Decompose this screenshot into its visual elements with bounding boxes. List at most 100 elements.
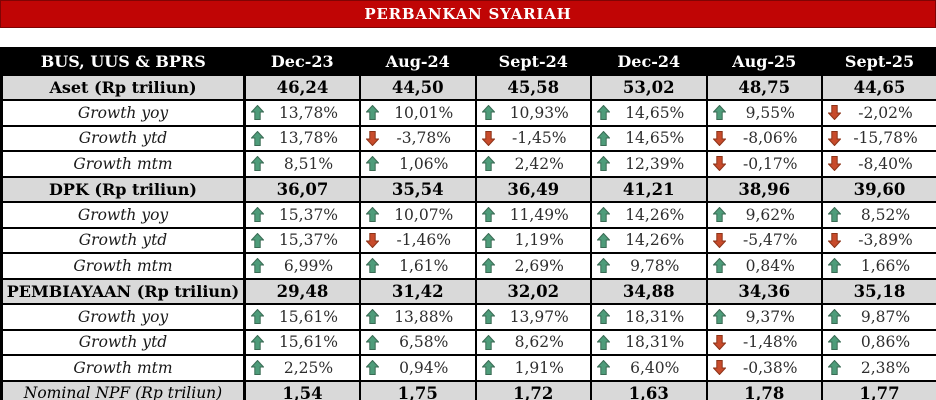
row-label: Growth yoy	[0, 303, 246, 331]
growth-value: -0,38%	[743, 358, 798, 377]
growth-cell: 8,62%	[474, 328, 592, 356]
growth-cell-content: 10,07%	[362, 204, 474, 226]
page-title: PERBANKAN SYARIAH	[364, 5, 572, 23]
value-cell: 1,75	[359, 379, 477, 400]
table-row-npf_nominal: Nominal NPF (Rp triliun) 1,54 1,75 1,72 1,63…	[0, 379, 936, 400]
column-header-aug-24: Aug-24	[359, 47, 477, 76]
growth-cell-content: 15,37%	[246, 229, 358, 251]
growth-cell: -0,38%	[705, 354, 823, 382]
growth-value: 1,66%	[860, 256, 911, 275]
row-label: Growth mtm	[0, 150, 246, 178]
growth-cell-content: 1,19%	[477, 229, 589, 251]
up-arrow-icon	[366, 105, 379, 121]
growth-value: -3,89%	[858, 231, 913, 250]
up-arrow-icon	[251, 207, 264, 223]
growth-cell-content: 10,93%	[477, 102, 589, 124]
growth-cell: 10,93%	[474, 99, 592, 127]
up-arrow-icon	[251, 334, 264, 350]
row-label: Growth yoy	[0, 99, 246, 127]
growth-value: 14,26%	[625, 205, 685, 224]
up-arrow-icon	[828, 207, 841, 223]
growth-value: -1,48%	[743, 333, 798, 352]
growth-value: 13,97%	[509, 307, 569, 326]
value-cell: 1,63	[590, 379, 708, 400]
growth-value: 14,65%	[625, 103, 685, 122]
growth-cell-content: 8,51%	[246, 153, 358, 175]
growth-value: 1,06%	[399, 154, 449, 173]
value-cell: 34,88	[590, 277, 708, 305]
growth-cell: 14,26%	[590, 201, 708, 229]
growth-cell: -0,17%	[705, 150, 823, 178]
growth-value: 8,52%	[860, 205, 911, 224]
growth-cell-content: -0,38%	[708, 357, 820, 379]
value-cell: 1,54	[243, 379, 361, 400]
growth-cell-content: 8,52%	[824, 204, 936, 226]
up-arrow-icon	[597, 258, 610, 274]
row-label: Growth ytd	[0, 226, 246, 254]
growth-cell: 0,94%	[359, 354, 477, 382]
growth-cell-content: 15,61%	[246, 306, 358, 328]
growth-cell: -8,40%	[821, 150, 936, 178]
table-header-row: BUS, UUS & BPRS Dec-23 Aug-24 Sept-24 De…	[0, 47, 936, 76]
growth-cell: 6,40%	[590, 354, 708, 382]
growth-cell-content: 2,42%	[477, 153, 589, 175]
growth-cell: 15,37%	[243, 226, 361, 254]
growth-cell-content: 18,31%	[593, 306, 705, 328]
growth-cell-content: 10,01%	[362, 102, 474, 124]
up-arrow-icon	[251, 105, 264, 121]
growth-cell: -2,02%	[821, 99, 936, 127]
growth-cell-content: -1,48%	[708, 331, 820, 353]
table-row-growth: Growth yoy 15,61% 13,88% 13,97% 18,31% 9,37% 9…	[0, 303, 936, 331]
growth-value: -1,45%	[512, 129, 567, 148]
growth-value: 10,07%	[394, 205, 454, 224]
growth-cell: 10,01%	[359, 99, 477, 127]
growth-cell-content: -8,06%	[708, 127, 820, 149]
table-row-growth: Growth mtm 6,99% 1,61% 2,69% 9,78% 0,84% 1,66%	[0, 252, 936, 280]
growth-cell: 6,99%	[243, 252, 361, 280]
growth-value: 14,26%	[625, 231, 685, 250]
growth-value: 0,84%	[745, 256, 795, 275]
growth-cell: 18,31%	[590, 328, 708, 356]
growth-value: 9,62%	[745, 205, 795, 224]
up-arrow-icon	[481, 334, 495, 350]
column-header-sept-24: Sept-24	[474, 47, 592, 76]
growth-value: 1,19%	[514, 231, 564, 250]
growth-cell: 2,38%	[821, 354, 936, 382]
growth-cell: 18,31%	[590, 303, 708, 331]
growth-value: 13,88%	[394, 307, 454, 326]
growth-cell-content: 14,65%	[593, 102, 705, 124]
growth-value: 15,37%	[278, 205, 339, 224]
growth-value: 12,39%	[625, 154, 685, 173]
title-table-gap	[0, 28, 936, 47]
growth-cell: 1,91%	[474, 354, 592, 382]
growth-value: 9,55%	[745, 103, 795, 122]
growth-cell-content: 14,26%	[593, 204, 705, 226]
growth-value: 0,94%	[399, 358, 449, 377]
growth-cell: -8,06%	[705, 124, 823, 152]
down-arrow-icon	[712, 156, 726, 172]
growth-cell-content: 14,65%	[593, 127, 705, 149]
up-arrow-icon	[712, 207, 726, 223]
growth-cell: 6,58%	[359, 328, 477, 356]
down-arrow-icon	[712, 130, 726, 146]
growth-value: 10,93%	[509, 103, 569, 122]
growth-value: 9,87%	[860, 307, 911, 326]
up-arrow-icon	[597, 105, 610, 121]
table-row-growth: Growth ytd 15,37% -1,46% 1,19% 14,26% -5,47% -…	[0, 226, 936, 254]
growth-value: 15,37%	[278, 231, 339, 250]
growth-value: 15,61%	[278, 333, 339, 352]
up-arrow-icon	[712, 258, 726, 274]
growth-cell-content: 15,61%	[246, 331, 358, 353]
value-cell: 46,24	[243, 73, 361, 101]
down-arrow-icon	[712, 232, 726, 248]
row-label: Nominal NPF (Rp triliun)	[0, 379, 246, 400]
table-body: Aset (Rp triliun) 46,24 44,50 45,58 53,02 48,…	[0, 73, 936, 400]
growth-cell: -3,89%	[821, 226, 936, 254]
growth-value: -2,02%	[858, 103, 913, 122]
growth-cell-content: 13,97%	[477, 306, 589, 328]
growth-cell-content: 1,66%	[824, 255, 936, 277]
growth-cell-content: 1,06%	[362, 153, 474, 175]
up-arrow-icon	[481, 258, 495, 274]
growth-value: -1,46%	[396, 231, 451, 250]
growth-cell: -15,78%	[821, 124, 936, 152]
